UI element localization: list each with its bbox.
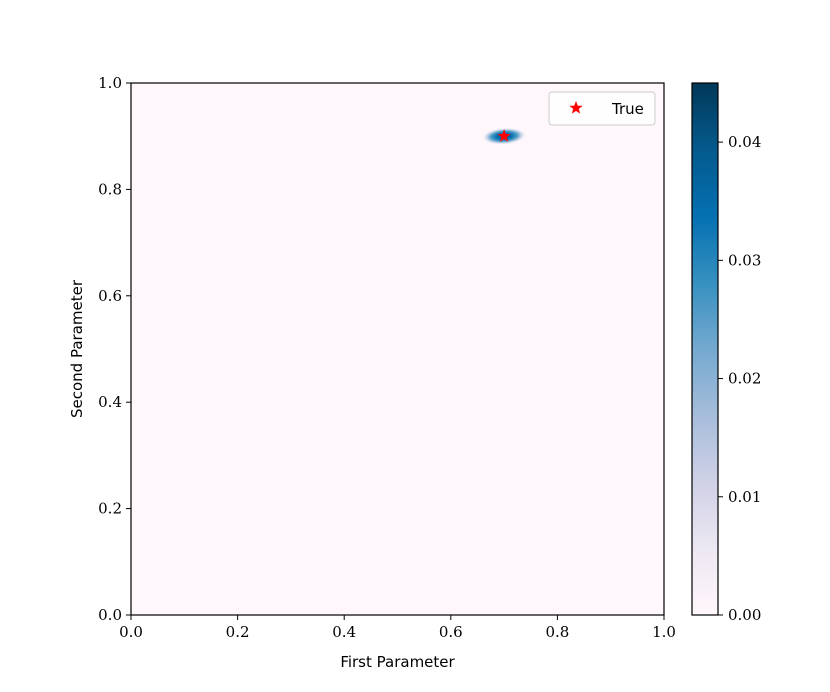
y-axis-ticks: 0.0 0.2 0.4 0.6 0.8 1.0 (98, 74, 131, 624)
colorbar-frame (691, 82, 719, 616)
y-tick-label: 0.4 (98, 393, 122, 411)
x-tick-label: 0.8 (545, 623, 569, 641)
colorbar-ticks: 0.00 0.01 0.02 0.03 0.04 (718, 133, 761, 624)
colorbar: 0.00 0.01 0.02 0.03 0.04 (691, 82, 761, 624)
y-tick-label: 0.0 (98, 606, 122, 624)
legend-star-icon (569, 101, 583, 114)
y-tick-label: 0.2 (98, 500, 122, 518)
x-tick-label: 1.0 (652, 623, 676, 641)
markers-layer (497, 129, 511, 142)
legend: True (548, 91, 656, 126)
colorbar-tick-label: 0.01 (728, 488, 761, 506)
colorbar-tick-label: 0.00 (728, 606, 761, 624)
legend-box (548, 91, 656, 126)
colorbar-gradient (692, 83, 718, 615)
y-tick-label: 0.6 (98, 287, 122, 305)
colorbar-tick-label: 0.02 (728, 370, 761, 388)
y-axis-label: Second Parameter (68, 279, 86, 418)
x-tick-label: 0.2 (226, 623, 250, 641)
colorbar-tick-label: 0.04 (728, 133, 761, 151)
plot-frame (130, 82, 665, 616)
true-value-star-marker (497, 129, 511, 142)
y-tick-label: 1.0 (98, 74, 122, 92)
y-tick-label: 0.8 (98, 180, 122, 198)
x-tick-label: 0.4 (332, 623, 356, 641)
x-axis-ticks: 0.0 0.2 0.4 0.6 0.8 1.0 (119, 615, 676, 641)
plot-area (131, 83, 664, 615)
legend-label-true: True (611, 100, 644, 118)
x-tick-label: 0.0 (119, 623, 143, 641)
colorbar-tick-label: 0.03 (728, 251, 761, 269)
x-axis-label: First Parameter (340, 653, 455, 671)
x-tick-label: 0.6 (439, 623, 463, 641)
